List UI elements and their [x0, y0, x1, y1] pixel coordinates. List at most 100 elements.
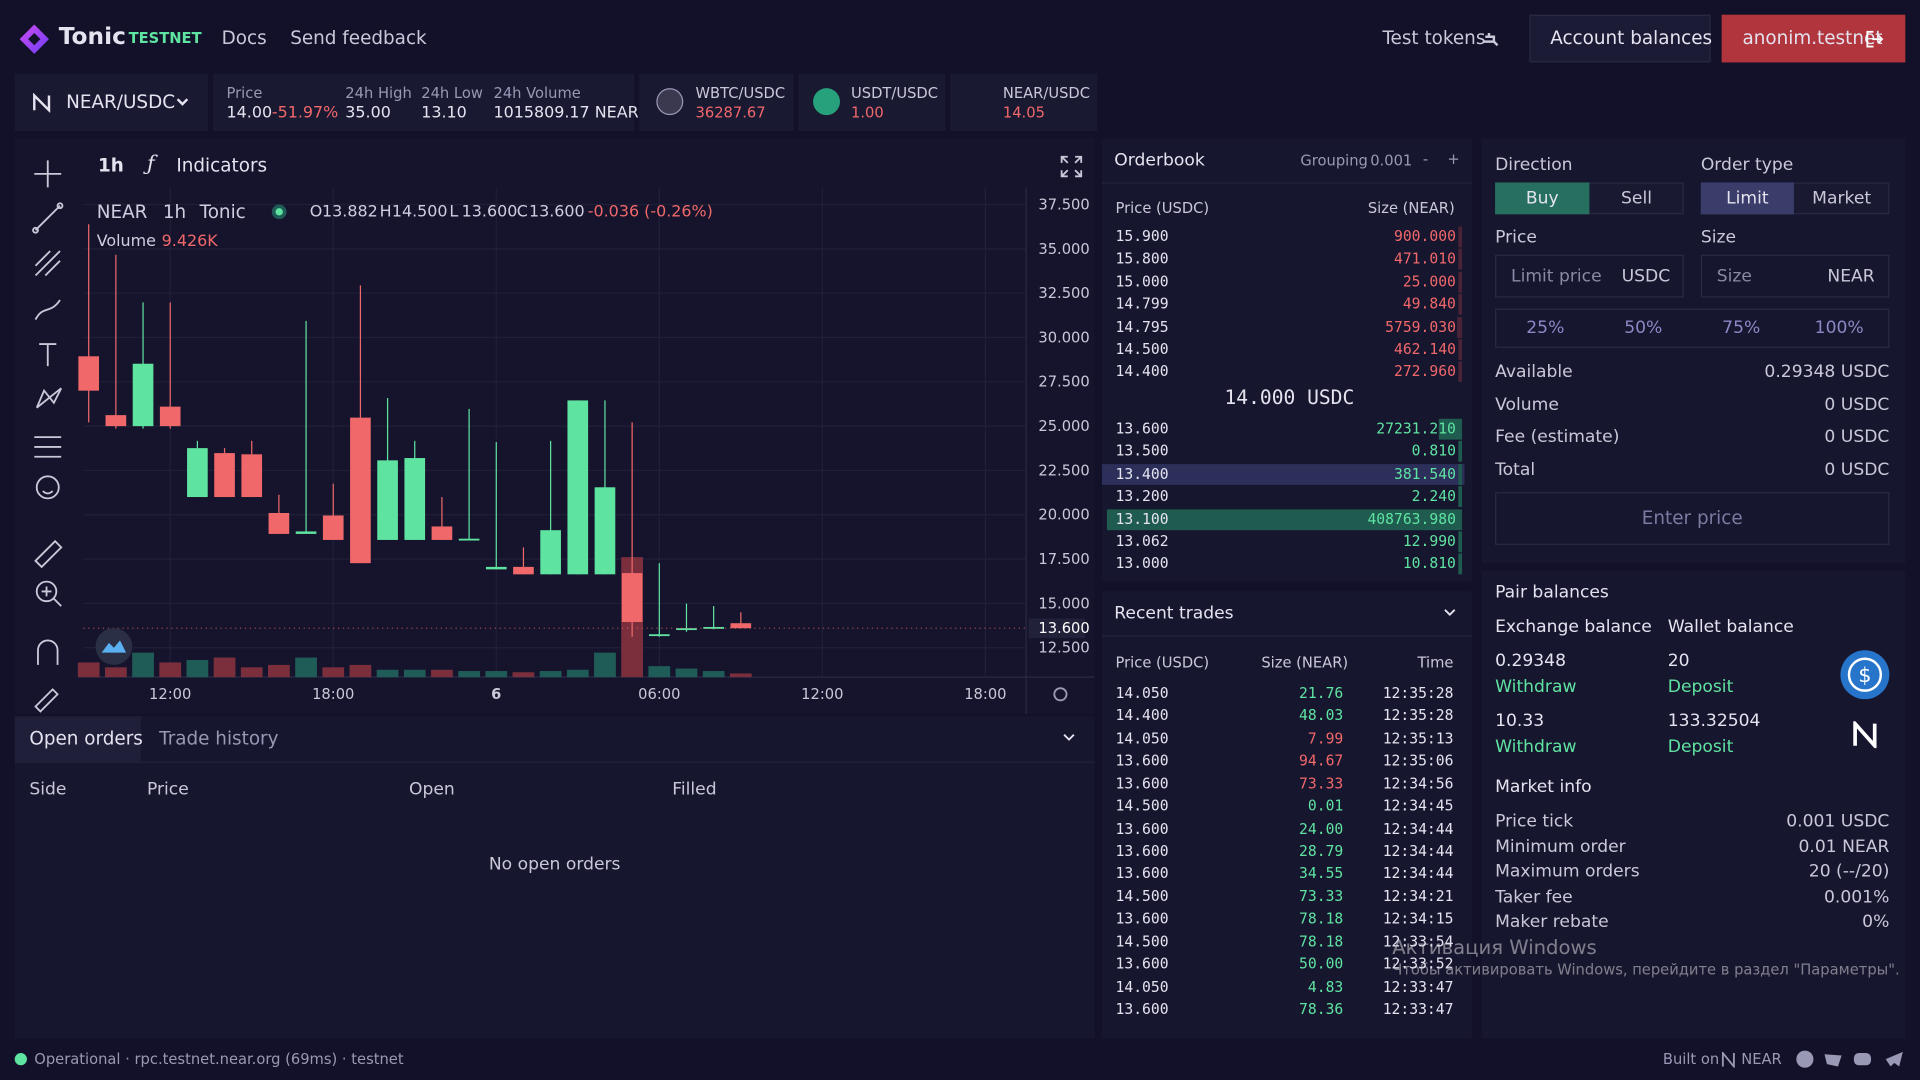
- tv-logo[interactable]: [94, 627, 133, 666]
- trade-price: 14.500: [1115, 887, 1169, 905]
- book-size[interactable]: 49.840: [1402, 295, 1456, 313]
- sell-label[interactable]: Sell: [1621, 188, 1653, 209]
- book-size[interactable]: 272.960: [1393, 362, 1456, 381]
- column-header: Size (NEAR): [1261, 653, 1349, 672]
- interval[interactable]: 1h: [97, 154, 124, 177]
- book-price[interactable]: 13.400: [1115, 465, 1169, 483]
- candle-body: [132, 363, 154, 427]
- market-label[interactable]: Market: [1812, 188, 1872, 209]
- book-size[interactable]: 471.010: [1393, 250, 1456, 268]
- label: Order type: [1700, 155, 1794, 176]
- drawing-toolbar[interactable]: [24, 153, 73, 716]
- ohlc-label: H: [379, 203, 392, 222]
- book-size[interactable]: 27231.210: [1376, 420, 1456, 438]
- info-label: Maker rebate: [1495, 912, 1609, 932]
- percent-button[interactable]: 25%: [1526, 318, 1565, 338]
- book-size[interactable]: 462.140: [1393, 340, 1456, 358]
- social-icons[interactable]: [1795, 1049, 1905, 1069]
- buy-button[interactable]: [1495, 182, 1590, 215]
- tab[interactable]: Trade history: [159, 727, 279, 750]
- info-label: Minimum order: [1495, 836, 1626, 857]
- fullscreen-icon[interactable]: [1060, 155, 1083, 178]
- status: Operational · rpc.testnet.near.org (69ms…: [34, 1050, 404, 1068]
- summary-value: 0 USDC: [1824, 460, 1890, 481]
- candle-body: [594, 487, 616, 575]
- book-price[interactable]: 13.000: [1115, 555, 1169, 573]
- book-price[interactable]: 13.200: [1115, 487, 1169, 505]
- ticker-box[interactable]: [950, 73, 1098, 132]
- summary-value: 0.29348 USDC: [1764, 362, 1890, 383]
- book-size[interactable]: 5759.030: [1385, 317, 1456, 336]
- chevron[interactable]: [1062, 732, 1077, 744]
- column-header: Time: [1417, 653, 1454, 672]
- book-price[interactable]: 14.500: [1115, 340, 1169, 358]
- book-size[interactable]: 10.810: [1402, 555, 1456, 573]
- grouping-plus[interactable]: +: [1447, 150, 1460, 168]
- hover-row[interactable]: [1102, 463, 1465, 485]
- percent-button[interactable]: 75%: [1722, 318, 1761, 338]
- chart-symbol: NEAR: [96, 200, 148, 223]
- trade-time: 12:34:44: [1382, 819, 1454, 838]
- submit-label[interactable]: Enter price: [1641, 506, 1743, 529]
- book-size[interactable]: 0.810: [1411, 442, 1456, 460]
- book-price[interactable]: 15.000: [1115, 272, 1169, 290]
- deposit-link[interactable]: Deposit: [1667, 737, 1734, 757]
- account-balances-button[interactable]: [1529, 14, 1711, 63]
- summary-label: Fee (estimate): [1495, 427, 1620, 447]
- book-price[interactable]: 15.900: [1115, 227, 1169, 245]
- percent-button[interactable]: 100%: [1814, 318, 1864, 338]
- trades-title: Recent trades: [1114, 603, 1234, 624]
- nav-link[interactable]: Docs: [221, 26, 267, 49]
- trade-price: 14.400: [1115, 707, 1169, 725]
- price-input[interactable]: [1495, 254, 1684, 298]
- book-size[interactable]: 408763.980: [1367, 510, 1456, 528]
- deposit-link[interactable]: Deposit: [1667, 677, 1734, 697]
- volume-bar: [186, 660, 209, 678]
- logo: [19, 24, 49, 54]
- withdraw-link[interactable]: Withdraw: [1495, 737, 1577, 757]
- book-price[interactable]: 13.100: [1115, 510, 1169, 528]
- indicators[interactable]: Indicators: [176, 154, 268, 177]
- withdraw-link[interactable]: Withdraw: [1495, 677, 1577, 697]
- book-price[interactable]: 14.795: [1115, 317, 1169, 336]
- y-tick-label: 30.000: [1038, 329, 1089, 346]
- candle-body: [730, 623, 752, 629]
- nav-link[interactable]: Send feedback: [290, 26, 427, 49]
- book-price[interactable]: 14.400: [1115, 362, 1169, 381]
- book-price[interactable]: 13.500: [1115, 442, 1169, 460]
- chevron[interactable]: [1442, 607, 1457, 619]
- stat-value: 1015809.17 NEAR: [493, 104, 639, 123]
- trade-time: 12:34:21: [1382, 887, 1454, 905]
- book-price[interactable]: 13.062: [1115, 532, 1169, 550]
- submit-button[interactable]: [1495, 492, 1890, 545]
- brand[interactable]: Tonic: [58, 23, 126, 51]
- book-size[interactable]: 25.000: [1402, 272, 1456, 290]
- book-size[interactable]: 900.000: [1393, 227, 1456, 245]
- limit-label[interactable]: Limit: [1726, 188, 1769, 209]
- book-size[interactable]: 381.540: [1393, 465, 1456, 483]
- account-label[interactable]: anonim.testnet: [1742, 26, 1883, 49]
- pair[interactable]: NEAR/USDC: [66, 90, 176, 113]
- ticker-pair[interactable]: USDT/USDC: [851, 84, 939, 102]
- ticker-price: 1.00: [851, 104, 884, 122]
- ticker-pair[interactable]: NEAR/USDC: [1002, 84, 1091, 102]
- account-balances-label[interactable]: Account balances: [1550, 26, 1713, 49]
- active-tab[interactable]: [14, 716, 141, 762]
- pair-selector[interactable]: [14, 73, 209, 132]
- summary-label: Total: [1495, 460, 1536, 481]
- percent-button[interactable]: 50%: [1624, 318, 1663, 338]
- tab[interactable]: Open orders: [29, 727, 143, 750]
- limit-button[interactable]: [1700, 182, 1794, 215]
- buy-label[interactable]: Buy: [1525, 188, 1559, 209]
- size-input[interactable]: [1700, 254, 1890, 298]
- book-price[interactable]: 14.799: [1115, 295, 1169, 313]
- book-size[interactable]: 2.240: [1411, 487, 1456, 505]
- book-size[interactable]: 12.990: [1402, 532, 1456, 550]
- book-price[interactable]: 15.800: [1115, 250, 1169, 268]
- book-price[interactable]: 13.600: [1115, 420, 1169, 438]
- trade-price: 14.050: [1115, 977, 1169, 995]
- y-tick-label: 25.000: [1038, 418, 1089, 435]
- test-tokens[interactable]: Test tokens: [1382, 26, 1486, 49]
- ticker-pair[interactable]: WBTC/USDC: [695, 84, 786, 102]
- grouping-minus[interactable]: -: [1422, 150, 1429, 168]
